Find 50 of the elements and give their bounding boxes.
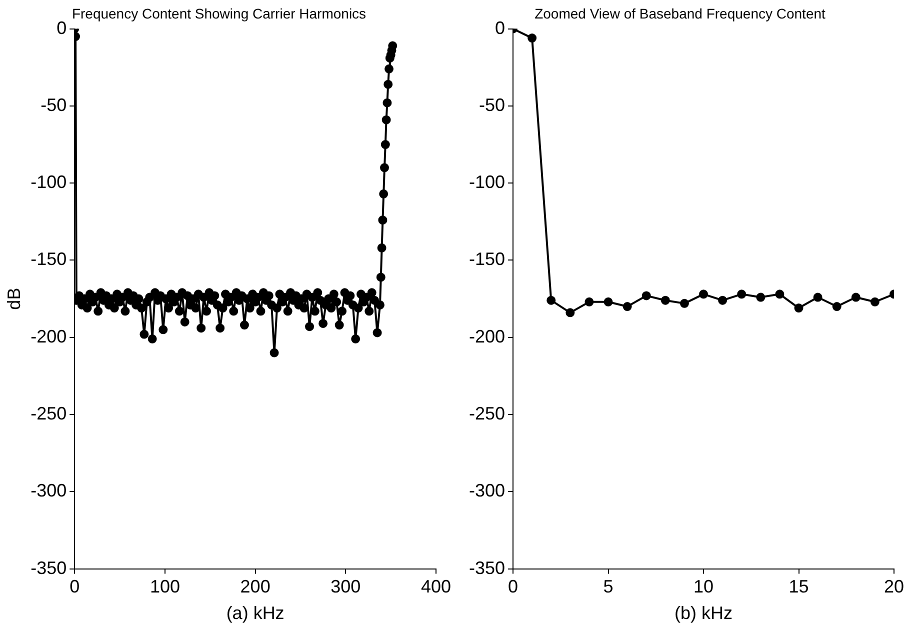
point [756,292,766,302]
chart-title: Frequency Content Showing Carrier Harmonics [72,5,366,22]
x-tick-label: 5 [603,576,614,597]
y-axis-title: dB [4,288,24,310]
y-tick-label: -200 [468,326,506,346]
x-tick-label: 0 [508,576,518,597]
point [737,290,746,299]
point [584,297,594,306]
point [660,296,670,305]
x-tick-label: 400 [420,576,452,597]
point [566,308,575,318]
x-tick-label: 10 [694,576,714,597]
x-tick-label: 20 [884,576,904,597]
y-tick-label: -300 [30,480,67,501]
point [870,297,880,306]
chart-title: Zoomed View of Baseband Frequency Content [534,5,826,22]
y-tick-label: -50 [479,94,506,115]
x-axis-title: (b) kHz [674,603,733,624]
y-tick-label: -250 [30,403,67,424]
point [794,304,804,313]
x-tick-label: 100 [150,576,180,597]
x-tick-label: 300 [330,576,361,597]
point [813,292,822,302]
point [851,292,860,302]
y-tick-label: -50 [40,94,67,115]
y-tick-label: -250 [468,403,506,424]
x-tick-label: 15 [788,576,809,597]
y-tick-label: -350 [30,558,67,578]
point [546,296,556,305]
point [528,34,537,43]
y-tick-label: -100 [468,172,506,192]
y-tick-label: -300 [468,480,506,501]
x-axis-title: (a) kHz [226,603,284,624]
point [699,290,708,299]
y-tick-label: 0 [495,18,506,38]
point [718,296,728,305]
y-tick-label: -150 [468,249,506,270]
y-tick-label: -200 [30,326,67,346]
point [622,302,632,312]
point [642,291,651,300]
point [775,290,784,299]
point [604,297,613,306]
y-tick-label: 0 [56,18,67,38]
point [832,302,842,312]
y-tick-label: -350 [468,558,506,578]
x-tick-label: 200 [240,576,270,597]
y-tick-label: -150 [30,249,67,270]
point [680,298,689,308]
y-tick-label: -100 [30,172,67,192]
x-tick-label: 0 [70,576,80,597]
